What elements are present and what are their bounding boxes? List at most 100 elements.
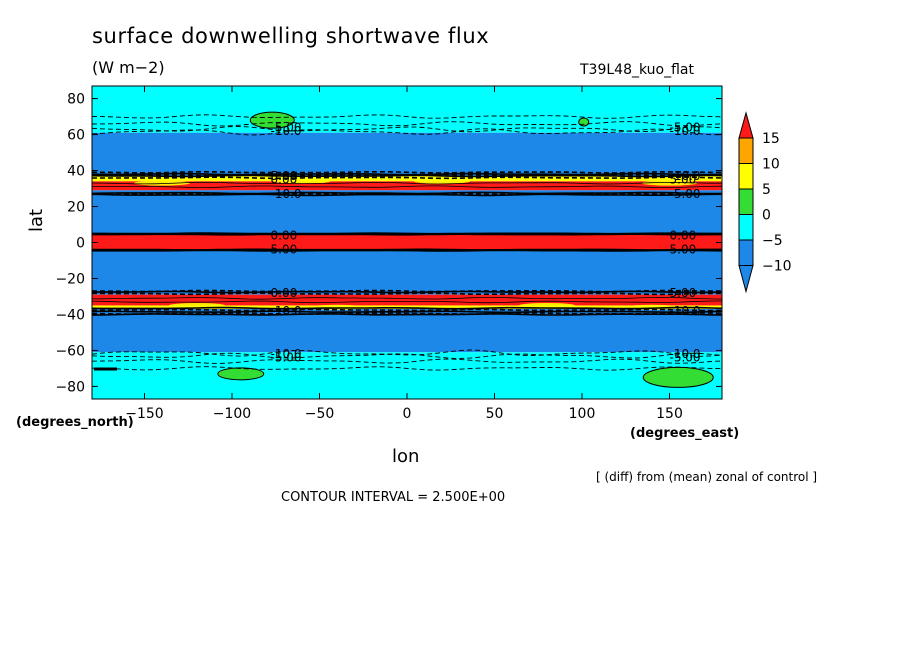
contour-label-layer: -5.00-10.0 -5.00-10.05.000.00-10.0-10.05.… — [271, 120, 701, 364]
contour-line-5 — [91, 358, 723, 364]
x-tick-label-0: −150 — [125, 406, 163, 422]
contour-line-3 — [91, 128, 722, 136]
colorbar-label-0: 15 — [762, 131, 780, 147]
contour-line-7 — [91, 349, 723, 357]
zonal-band-0 — [92, 86, 722, 133]
contour-layer — [91, 114, 723, 371]
y-tick-label-6: 40 — [67, 164, 85, 180]
contour-line-29 — [92, 185, 723, 188]
zonal-band-3 — [92, 181, 722, 191]
contour-label-2: -5.00 — [670, 120, 701, 134]
y-tick-label-0: −80 — [55, 379, 85, 395]
colorbar-segment-4 — [738, 214, 754, 241]
contour-line-17 — [92, 290, 723, 294]
zonal-band-1 — [92, 132, 722, 176]
colorbar-top-triangle — [738, 111, 754, 139]
colorbar-segment-3 — [738, 188, 754, 215]
zonal-band-4 — [92, 190, 722, 234]
colorbar-label-3: 0 — [762, 208, 771, 224]
contour-label-1: -10.0 — [271, 124, 302, 138]
positive-patch-3 — [642, 366, 714, 388]
y-tick-label-2: −40 — [55, 307, 85, 323]
x-tick-label-2: −50 — [305, 406, 335, 422]
contour-line-20 — [91, 308, 723, 312]
x-units-label: (degrees_east) — [630, 426, 740, 441]
contour-line-0 — [91, 114, 723, 119]
colorbar-bottom-triangle — [738, 265, 754, 294]
zonal-band-7 — [92, 294, 722, 306]
yellow-streak-0 — [134, 180, 190, 186]
contour-line-28 — [91, 181, 722, 185]
contour-label-18: -10.0 — [271, 347, 302, 361]
y-tick-label-3: −20 — [55, 271, 85, 287]
contour-label-11: 5.00 — [271, 243, 298, 257]
contour-label-5: 0.00 — [271, 173, 298, 187]
x-tick-label-5: 100 — [569, 406, 596, 422]
x-tick-label-3: 0 — [403, 406, 412, 422]
colorbar-segment-2 — [738, 163, 754, 190]
yellow-streak-4 — [169, 302, 225, 308]
contour-label-19: -5.00 — [271, 351, 302, 365]
colorbar-label-4: −5 — [762, 233, 783, 249]
contour-label-12: 0.00 — [670, 228, 697, 242]
colorbar-segment-5 — [738, 239, 754, 266]
contour-label-3: -10.0 — [670, 124, 701, 138]
y-tick-label-1: −60 — [55, 343, 85, 359]
colorbar-label-2: 5 — [762, 182, 771, 198]
contour-label-13: 5.00 — [670, 243, 697, 257]
contour-line-6 — [91, 352, 723, 359]
contour-label-0: -5.00 — [271, 120, 302, 134]
contour-label-21: -5.00 — [670, 351, 701, 365]
zonal-band-6 — [92, 249, 722, 295]
contour-label-14: 0.00 — [271, 286, 298, 300]
contour-label-17: -10.0 — [670, 304, 701, 318]
contour-line-18 — [92, 292, 722, 296]
yellow-streak-3 — [641, 180, 698, 186]
chart-title: surface downwelling shortwave flux — [92, 24, 490, 48]
y-tick-layer: −80 −60 −40 −20 0 20 40 60 80 — [55, 92, 722, 395]
contour-label-10: 0.00 — [271, 228, 298, 242]
contour-line-8 — [92, 171, 722, 174]
units-label: (W m−2) — [92, 58, 165, 77]
contour-line-4 — [91, 366, 723, 371]
colorbar-label-5: −10 — [762, 259, 792, 275]
contour-label-4: 5.00 — [271, 169, 298, 183]
band-layer — [92, 86, 722, 399]
contour-label-7: -10.0 — [670, 169, 701, 183]
colorbar-label-1: 10 — [762, 157, 780, 173]
zonal-band-10 — [92, 352, 722, 399]
zonal-band-2 — [92, 175, 722, 182]
y-tick-label-7: 60 — [67, 128, 85, 144]
contour-line-11 — [91, 174, 723, 178]
yellow-streak-2 — [414, 178, 470, 184]
zonal-band-9 — [92, 309, 722, 353]
contour-line-25 — [92, 233, 722, 236]
zonal-band-5 — [92, 233, 722, 250]
positive-patch-2 — [217, 367, 265, 381]
contour-line-21 — [92, 310, 723, 314]
yellow-streak-6 — [519, 302, 575, 308]
contour-label-15: -10.0 — [271, 304, 302, 318]
contour-line-16 — [91, 289, 722, 293]
x-tick-label-1: −100 — [213, 406, 251, 422]
contour-interval: CONTOUR INTERVAL = 2.500E+00 — [281, 490, 506, 505]
x-tick-label-4: 50 — [486, 406, 504, 422]
colorbar-segment-1 — [738, 137, 754, 164]
contour-line-12 — [92, 176, 723, 180]
yellow-streak-1 — [274, 178, 330, 184]
contour-line-31 — [91, 300, 722, 304]
contour-line-27 — [92, 249, 723, 252]
colorbar: 15 10 5 0 −5 −10 — [738, 111, 792, 294]
contour-label-6: -10.0 — [271, 187, 302, 201]
contour-line-19 — [91, 306, 723, 310]
patch-layer — [94, 111, 714, 388]
positive-patch-0 — [249, 111, 295, 129]
contour-line-22 — [91, 312, 723, 315]
run-name: T39L48_kuo_flat — [580, 62, 694, 78]
contour-line-30 — [91, 296, 723, 300]
y-tick-label-8: 80 — [67, 92, 85, 108]
contour-label-16: 5.00 — [670, 286, 697, 300]
x-axis-label: lon — [392, 446, 420, 467]
contour-label-9: -5.00 — [670, 187, 701, 201]
